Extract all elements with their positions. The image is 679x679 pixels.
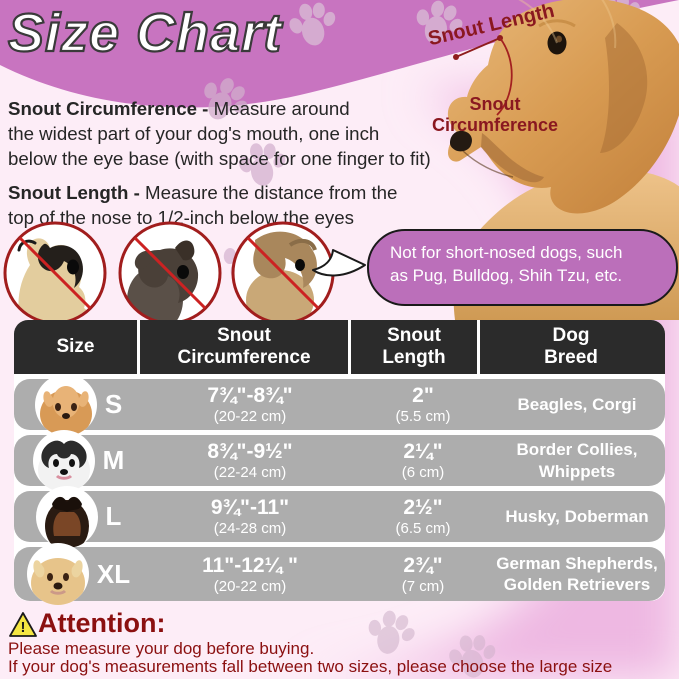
svg-text:!: ! <box>21 619 26 636</box>
